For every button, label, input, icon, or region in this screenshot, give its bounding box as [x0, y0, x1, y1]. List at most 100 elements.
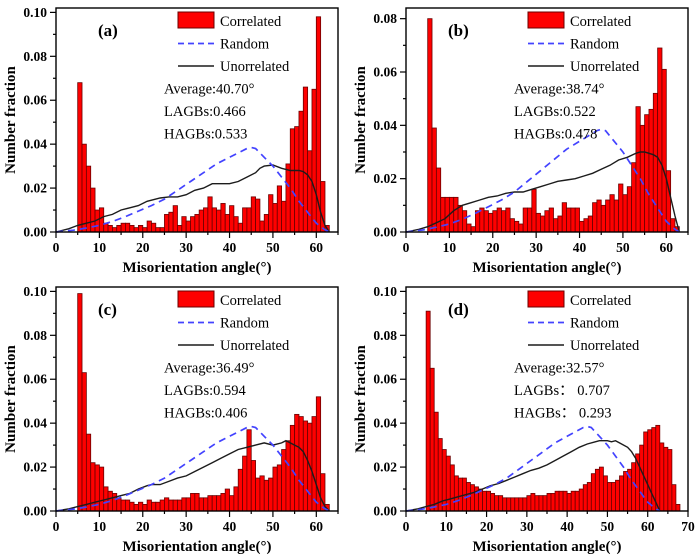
bar [151, 501, 157, 512]
bar [268, 194, 274, 233]
bar [626, 186, 632, 233]
y-tick-label: 0.06 [373, 65, 397, 80]
bar [544, 210, 550, 233]
bar [619, 475, 624, 512]
bar [611, 482, 616, 512]
y-tick-label: 0.00 [373, 225, 397, 240]
bar [574, 490, 580, 512]
bar [470, 226, 476, 233]
x-tick-label: 0 [403, 519, 410, 534]
bar [246, 429, 252, 512]
bar [207, 196, 213, 233]
bar [441, 449, 447, 512]
bar [514, 497, 520, 512]
bar [431, 127, 437, 233]
bar [566, 493, 572, 512]
bar [490, 493, 496, 512]
bar [618, 183, 624, 233]
correlated-bars [77, 16, 330, 233]
chart-a: 0 10 20 30 40 50 60 0.00 0.02 0.04 0.06 0.08 0.10 Mis… [3, 5, 339, 276]
bar [255, 477, 261, 512]
x-tick-label: 60 [641, 519, 655, 534]
bar [77, 293, 83, 512]
y-tick-label: 0.02 [373, 460, 397, 475]
bar [661, 68, 667, 233]
y-tick-label: 0.06 [373, 372, 397, 387]
bar [623, 471, 628, 512]
bar [116, 225, 122, 233]
bar [613, 199, 619, 233]
bar [574, 207, 580, 233]
x-tick-label: 20 [136, 519, 150, 534]
x-tick-label: 40 [560, 519, 574, 534]
bar [667, 449, 673, 512]
y-tick-label: 0.04 [373, 118, 397, 133]
correlated-bars [425, 310, 681, 512]
bar [440, 196, 446, 233]
legend-label-correlated: Correlated [220, 14, 282, 30]
bar [237, 222, 243, 233]
bar [527, 207, 533, 233]
bar [582, 484, 588, 512]
bar [263, 479, 269, 512]
bar [509, 218, 515, 233]
bar [181, 216, 187, 233]
bar [514, 220, 520, 233]
annotation-average: Average:36.49° [164, 361, 255, 377]
random-line [405, 128, 680, 233]
plot-frame [55, 7, 339, 233]
bar [557, 215, 563, 233]
bar [498, 495, 504, 512]
x-tick-label: 30 [179, 519, 193, 534]
bar [220, 493, 226, 512]
legend-label-random: Random [220, 37, 270, 53]
bar [255, 198, 261, 233]
bar [644, 114, 650, 233]
bar [609, 194, 615, 233]
bar [553, 218, 559, 233]
x-tick-label: 50 [266, 519, 280, 534]
bar [453, 475, 459, 512]
y-axis-title: Number fraction [353, 66, 369, 174]
bar [486, 490, 491, 512]
bar [522, 207, 528, 233]
legend: Correlated Random Unorrelated [177, 290, 290, 354]
bar [146, 220, 152, 233]
bar [125, 499, 131, 512]
x-tick-label: 30 [179, 240, 193, 255]
bar [298, 416, 304, 512]
bar [285, 163, 291, 233]
bar [425, 310, 431, 512]
bar [207, 495, 213, 512]
legend-label-correlated: Correlated [570, 14, 632, 30]
bar [155, 501, 161, 512]
bar [602, 475, 608, 512]
annotation-lagbs: LAGBs:0.522 [514, 104, 596, 120]
bar [81, 143, 87, 233]
bar [181, 497, 187, 512]
x-tick-label: 60 [660, 240, 674, 255]
bar [538, 495, 544, 512]
y-tick-label: 0.10 [373, 284, 397, 299]
legend-swatch-correlated [527, 11, 565, 29]
y-tick-label: 0.00 [23, 225, 47, 240]
annotation-average: Average:32.57° [514, 361, 605, 377]
bar [194, 214, 200, 233]
bar [272, 466, 278, 512]
bar [116, 497, 122, 512]
bar [652, 92, 659, 233]
x-axis-title: Misorientation angle(°) [123, 539, 272, 555]
bar [194, 493, 200, 512]
legend: Correlated Random Unorrelated [527, 290, 640, 354]
bar [648, 108, 654, 233]
legend-label-unorrelated: Unorrelated [220, 338, 290, 354]
bar [587, 215, 593, 233]
x-tick-label: 20 [136, 240, 150, 255]
bar [483, 210, 489, 233]
bar [85, 433, 92, 512]
x-tick-label: 70 [681, 519, 695, 534]
plot-frame [405, 7, 689, 233]
bar [594, 468, 600, 512]
x-tick-label: 50 [601, 519, 615, 534]
legend-label-correlated: Correlated [220, 293, 282, 309]
